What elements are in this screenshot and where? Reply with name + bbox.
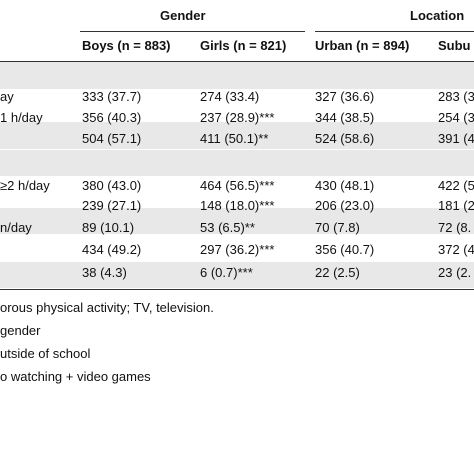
column-header-urban: Urban (n = 894) [315, 38, 410, 53]
row-label: n/day [0, 220, 32, 235]
footnote: o watching + video games [0, 369, 151, 384]
row-band-shaded [0, 208, 474, 234]
cell-urban: 327 (36.6) [315, 89, 375, 104]
cell-suburban: 72 (8. [438, 220, 472, 235]
cell-girls: 237 (28.9)*** [200, 110, 275, 125]
cell-urban: 524 (58.6) [315, 131, 375, 146]
cell-girls: 6 (0.7)*** [200, 265, 253, 280]
cell-suburban: 254 (3 [438, 110, 474, 125]
group-header-location: Location [410, 8, 465, 23]
row-label: 1 h/day [0, 110, 43, 125]
cell-urban: 206 (23.0) [315, 198, 375, 213]
cell-suburban: 391 (4 [438, 131, 474, 146]
footnote: orous physical activity; TV, television. [0, 300, 214, 315]
cell-suburban: 283 (3 [438, 89, 474, 104]
cell-suburban: 181 (2 [438, 198, 474, 213]
row-band-shaded [0, 122, 474, 149]
row-label: ay [0, 89, 14, 104]
cell-boys: 434 (49.2) [82, 242, 142, 257]
cell-urban: 344 (38.5) [315, 110, 375, 125]
cell-girls: 53 (6.5)** [200, 220, 255, 235]
column-header-girls: Girls (n = 821) [200, 38, 287, 53]
rule-location [315, 31, 474, 32]
section-band-1 [0, 62, 474, 89]
header-bottom-rule [0, 61, 474, 62]
rule-gender [80, 31, 305, 32]
cell-boys: 356 (40.3) [82, 110, 142, 125]
cell-urban: 430 (48.1) [315, 178, 375, 193]
cell-boys: 239 (27.1) [82, 198, 142, 213]
cell-boys: 89 (10.1) [82, 220, 135, 235]
cell-suburban: 422 (5 [438, 178, 474, 193]
cell-boys: 380 (43.0) [82, 178, 142, 193]
cell-girls: 411 (50.1)** [200, 131, 269, 146]
cell-girls: 148 (18.0)*** [200, 198, 275, 213]
cell-suburban: 372 (4 [438, 242, 474, 257]
group-header-gender: Gender [160, 8, 206, 23]
column-header-suburban: Subu [438, 38, 471, 53]
cell-boys: 38 (4.3) [82, 265, 127, 280]
cell-urban: 356 (40.7) [315, 242, 375, 257]
cell-girls: 274 (33.4) [200, 89, 260, 104]
cell-boys: 333 (37.7) [82, 89, 142, 104]
cell-boys: 504 (57.1) [82, 131, 142, 146]
cell-urban: 70 (7.8) [315, 220, 360, 235]
cell-girls: 464 (56.5)*** [200, 178, 275, 193]
row-label: ≥2 h/day [0, 178, 50, 193]
row-band-shaded [0, 262, 474, 288]
section-band-2 [0, 150, 474, 176]
column-header-boys: Boys (n = 883) [82, 38, 171, 53]
table-bottom-rule [0, 289, 474, 290]
footnote: gender [0, 323, 41, 338]
footnote: utside of school [0, 346, 91, 361]
cell-suburban: 23 (2. [438, 265, 472, 280]
cell-urban: 22 (2.5) [315, 265, 360, 280]
cell-girls: 297 (36.2)*** [200, 242, 275, 257]
